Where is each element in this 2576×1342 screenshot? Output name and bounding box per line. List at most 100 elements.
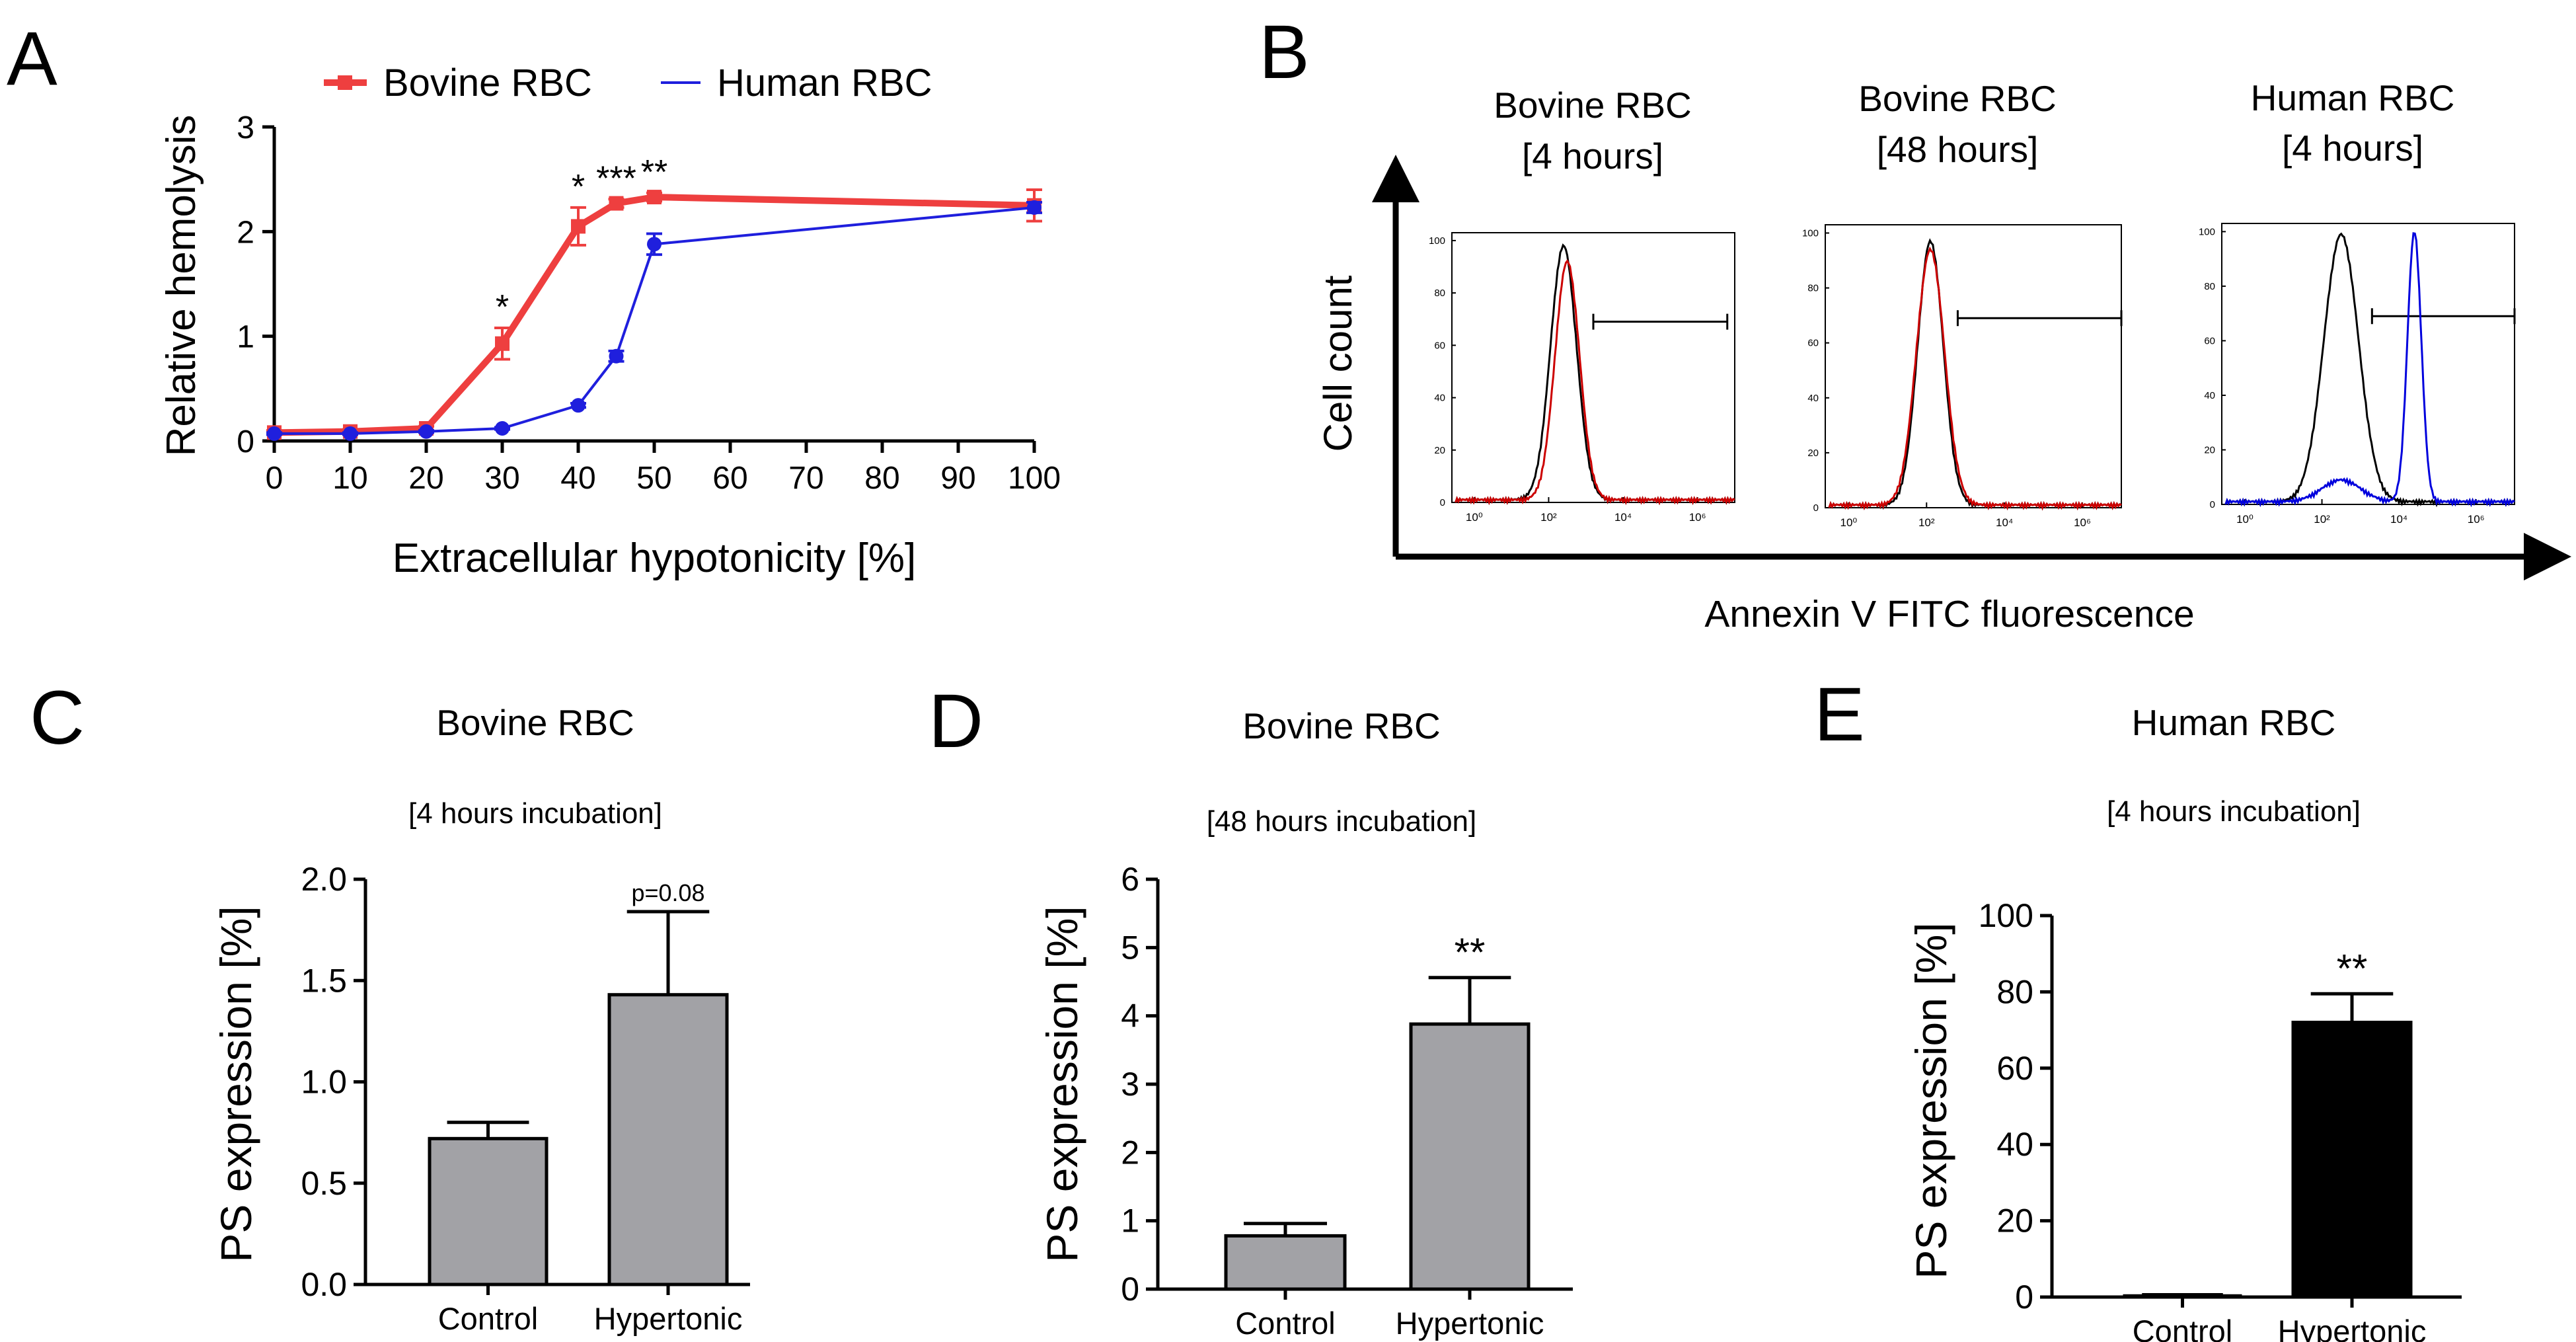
- panel-b-y-tick-label: 80: [2204, 281, 2215, 292]
- panel-b-histogram-curve: [1455, 243, 1735, 506]
- panel-b-y-tick-label: 60: [1807, 338, 1819, 349]
- panel-b-histogram-subtitle: [4 hours]: [1522, 136, 1663, 177]
- panel-e-ylabel: PS expression [%]: [1907, 922, 1955, 1279]
- bar: [607, 993, 729, 1286]
- panel-b-x-tick-label: 10⁶: [2074, 516, 2091, 529]
- panel-d-bar-chart: Bovine RBC [48 hours incubation] PS expr…: [1038, 705, 1573, 1341]
- panel-b-x-tick-label: 10⁶: [1689, 511, 1706, 524]
- panel-b-histogram-subtitle: [48 hours]: [1877, 129, 2039, 170]
- panel-b-histogram-frame: [1451, 232, 1735, 503]
- panel-a-y-tick-label: 3: [237, 110, 254, 145]
- bar-chart-y-tick-label: 4: [1121, 998, 1139, 1035]
- bar-chart-y-tick-label: 5: [1121, 929, 1139, 966]
- panel-e-bar-chart: Human RBC [4 hours incubation] PS expres…: [1907, 702, 2462, 1342]
- bar-chart-y-tick-label: 40: [1996, 1126, 2033, 1163]
- panel-a-xlabel: Extracellular hypotonicity [%]: [393, 535, 917, 581]
- panel-b-y-tick-label: 20: [1807, 448, 1819, 459]
- panel-b-y-tick-label: 60: [2204, 335, 2215, 346]
- panel-a-significance-label: ***: [596, 159, 636, 198]
- panel-b-x-tick-label: 10⁰: [2236, 513, 2254, 526]
- panel-a-x-tick-label: 50: [636, 461, 671, 496]
- panel-b-y-tick-label: 60: [1434, 340, 1445, 351]
- panel-d-subtitle: [48 hours incubation]: [1207, 805, 1477, 838]
- panel-a-x-tick-label: 90: [940, 461, 975, 496]
- panel-c-subtitle: [4 hours incubation]: [408, 797, 662, 830]
- bar: [1409, 1022, 1531, 1291]
- bar-chart-y-tick-label: 0.0: [301, 1266, 347, 1303]
- bar-chart-y-tick-label: 20: [1996, 1203, 2033, 1240]
- bar-significance-label: **: [1455, 930, 1486, 974]
- bar-chart-y-tick-label: 1: [1121, 1203, 1139, 1240]
- panel-label-d: D: [928, 679, 983, 764]
- bar-chart-category-label: Control: [2133, 1314, 2233, 1342]
- panel-b-histogram-frame: [2221, 223, 2515, 505]
- panel-a-x-tick-label: 40: [560, 461, 595, 496]
- panel-b-flow-histograms: Cell count Annexin V FITC fluorescence B…: [1316, 77, 2571, 635]
- panel-label-a: A: [7, 17, 57, 101]
- bar-chart-category-label: Control: [1235, 1306, 1336, 1341]
- panel-b-histogram-subtitle: [4 hours]: [2282, 128, 2423, 169]
- bar-chart-y-tick-label: 2.0: [301, 861, 347, 898]
- panel-a-point-human: [1027, 200, 1042, 215]
- panel-a-point-bovine: [647, 190, 662, 205]
- panel-a-line-chart: Extracellular hypotonicity [%] Relative …: [159, 61, 1061, 581]
- panel-b-y-tick-label: 100: [1429, 235, 1445, 247]
- panel-b-x-tick-label: 10²: [1918, 516, 1935, 529]
- bar-significance-label: **: [2337, 946, 2368, 990]
- panel-a-legend-label-bovine: Bovine RBC: [383, 61, 592, 104]
- panel-a-x-tick-label: 70: [788, 461, 823, 496]
- panel-b-x-tick-label: 10⁴: [1614, 511, 1632, 524]
- panel-a-point-human: [267, 426, 282, 441]
- panel-b-histogram-curve: [2224, 232, 2515, 508]
- panel-b-histogram-frame: [1825, 224, 2122, 508]
- panel-b-x-tick-label: 10²: [2314, 513, 2330, 526]
- panel-a-significance-label: *: [572, 168, 585, 206]
- panel-a-point-human: [419, 424, 434, 439]
- panel-b-x-tick-label: 10⁶: [2468, 513, 2485, 526]
- panel-b-x-tick-label: 10⁰: [1466, 511, 1483, 524]
- panel-label-e: E: [1814, 672, 1865, 757]
- bar-chart-y-tick-label: 60: [1996, 1050, 2033, 1087]
- panel-b-histogram-curve: [1455, 259, 1735, 506]
- panel-a-x-tick-label: 30: [484, 461, 519, 496]
- panel-b-ylabel: Cell count: [1316, 275, 1360, 452]
- panel-a-point-human: [343, 426, 358, 441]
- panel-a-x-tick-label: 60: [712, 461, 747, 496]
- panel-a-point-human: [495, 421, 510, 436]
- panel-a-significance-label: **: [641, 153, 667, 192]
- panel-b-y-tick-label: 40: [1807, 393, 1819, 404]
- bar-chart-category-label: Hypertonic: [1396, 1306, 1544, 1341]
- panel-a-x-tick-label: 80: [864, 461, 899, 496]
- panel-b-histogram-title: Bovine RBC: [1494, 85, 1692, 126]
- bar-chart-category-label: Control: [438, 1301, 539, 1336]
- panel-b-y-tick-label: 80: [1807, 283, 1819, 294]
- panel-b-histogram-curve: [1828, 238, 2122, 511]
- bar-chart-y-tick-label: 0: [2015, 1279, 2033, 1316]
- panel-b-x-tick-label: 10⁰: [1840, 516, 1858, 529]
- panel-a-point-bovine: [609, 196, 624, 211]
- bar-chart-y-tick-label: 1.5: [301, 962, 347, 999]
- panel-b-y-tick-label: 100: [1802, 227, 1819, 239]
- bar-chart-category-label: Hypertonic: [594, 1301, 743, 1336]
- bar: [428, 1136, 549, 1286]
- panel-b-xlabel: Annexin V FITC fluorescence: [1704, 593, 2194, 635]
- panel-b-y-tick-label: 40: [1434, 393, 1445, 404]
- panel-a-y-tick-label: 0: [237, 424, 254, 459]
- panel-label-b: B: [1259, 10, 1310, 95]
- panel-e-subtitle: [4 hours incubation]: [2107, 795, 2361, 828]
- panel-d-title: Bovine RBC: [1242, 705, 1441, 746]
- panel-b-x-tick-label: 10⁴: [1996, 516, 2013, 529]
- panel-b-histogram-curve: [1828, 246, 2122, 511]
- panel-a-legend-marker-bovine: [338, 75, 352, 90]
- bar-significance-label: p=0.08: [631, 879, 704, 906]
- panel-d-ylabel: PS expression [%]: [1038, 906, 1086, 1262]
- panel-b-y-tick-label: 0: [1440, 497, 1445, 508]
- bar: [1224, 1234, 1347, 1291]
- panel-b-histogram-title: Human RBC: [2251, 77, 2455, 118]
- panel-a-x-tick-label: 100: [1008, 461, 1061, 496]
- panel-a-point-bovine: [495, 336, 510, 351]
- bar-chart-y-tick-label: 3: [1121, 1066, 1139, 1103]
- panel-a-point-human: [609, 348, 624, 364]
- panel-a-point-human: [571, 398, 586, 413]
